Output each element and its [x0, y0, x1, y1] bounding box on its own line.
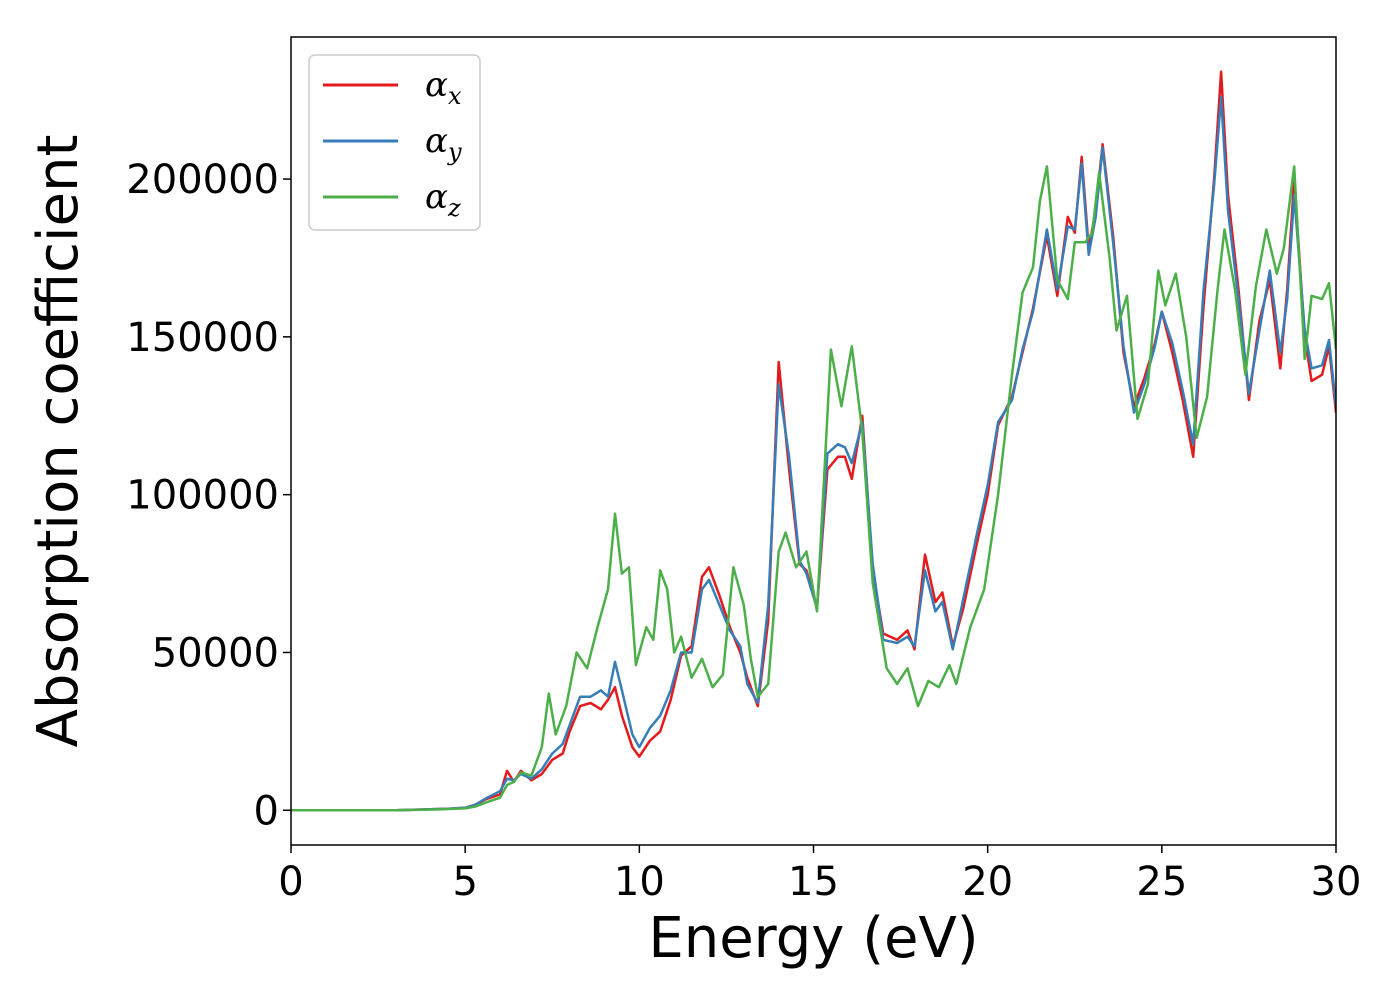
x-tick-label: 20	[962, 859, 1013, 905]
x-axis-label: Energy (eV)	[648, 906, 978, 971]
x-tick-label: 5	[452, 859, 477, 905]
legend: αx αy αz	[308, 54, 481, 231]
y-tick-label: 100000	[126, 473, 279, 519]
legend-entry: αz	[425, 177, 461, 222]
x-tick-label: 0	[278, 859, 303, 905]
series-layer	[291, 70, 1336, 812]
x-tick-label: 25	[1136, 859, 1187, 905]
legend-entry: αy	[425, 121, 462, 166]
y-tick-label: 150000	[126, 315, 279, 361]
y-axis: 0 50000 100000 150000 200000	[126, 157, 291, 834]
x-tick-label: 30	[1311, 859, 1362, 905]
y-tick-label: 200000	[126, 157, 279, 203]
x-tick-label: 10	[614, 859, 665, 905]
y-tick-label: 50000	[152, 630, 279, 676]
legend-entry: αx	[425, 65, 462, 110]
x-axis: 0 5 10 15 20 25 30	[278, 845, 1361, 905]
y-axis-label: Absorption coefficient	[26, 135, 91, 748]
y-tick-label: 0	[254, 788, 279, 834]
x-tick-label: 15	[788, 859, 839, 905]
series-line-alpha-z	[291, 165, 1336, 812]
